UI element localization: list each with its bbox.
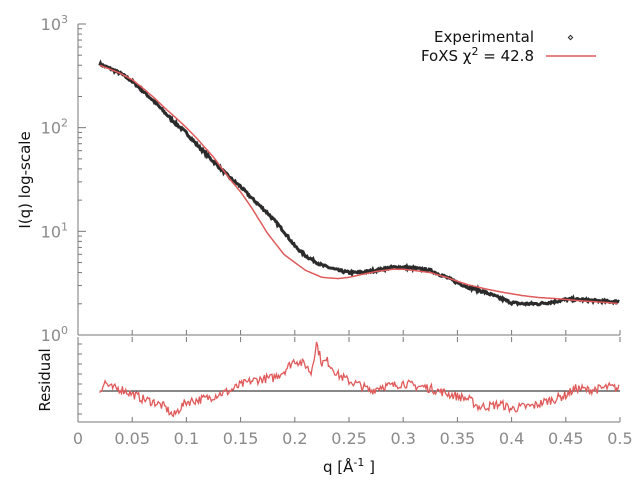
residual-line bbox=[99, 341, 620, 418]
x-tick-label: 0.35 bbox=[440, 429, 476, 448]
y-tick-label: 100 bbox=[41, 324, 68, 345]
x-tick-label: 0.2 bbox=[282, 429, 307, 448]
experimental-data-points bbox=[98, 59, 620, 307]
x-tick-label: 0.1 bbox=[174, 429, 199, 448]
y-tick-label: 103 bbox=[41, 13, 68, 34]
legend-label-experimental: Experimental bbox=[434, 28, 534, 46]
residual-x-axis: 0 0.05 0.1 0.15 0.2 0.25 0.3 0.35 0.4 0.45 0.5 bbox=[73, 337, 633, 448]
legend: Experimental FoXS χ2 = 42.8 bbox=[421, 28, 596, 65]
y-tick-label: 101 bbox=[41, 220, 68, 241]
legend-label-foxs: FoXS χ2 = 42.8 bbox=[421, 45, 534, 65]
x-tick-label: 0.3 bbox=[390, 429, 415, 448]
x-tick-label: 0.45 bbox=[548, 429, 584, 448]
residual-y-axis-label: Residual bbox=[36, 348, 54, 411]
x-tick-label: 0.05 bbox=[114, 429, 150, 448]
y-tick-label: 102 bbox=[41, 117, 68, 138]
x-tick-label: 0.5 bbox=[607, 429, 632, 448]
x-axis-label: q [Å-1 ] bbox=[323, 456, 375, 476]
legend-marker-experimental bbox=[567, 34, 574, 41]
x-tick-label: 0.4 bbox=[499, 429, 524, 448]
foxs-fit-line bbox=[99, 64, 618, 305]
x-tick-label: 0.25 bbox=[331, 429, 367, 448]
x-tick-label: 0.15 bbox=[223, 429, 259, 448]
profile-y-axis: 100 101 102 103 bbox=[41, 13, 621, 345]
profile-y-axis-label: I(q) log-scale bbox=[16, 131, 34, 228]
x-tick-label: 0 bbox=[73, 429, 83, 448]
plot-series bbox=[98, 59, 620, 418]
